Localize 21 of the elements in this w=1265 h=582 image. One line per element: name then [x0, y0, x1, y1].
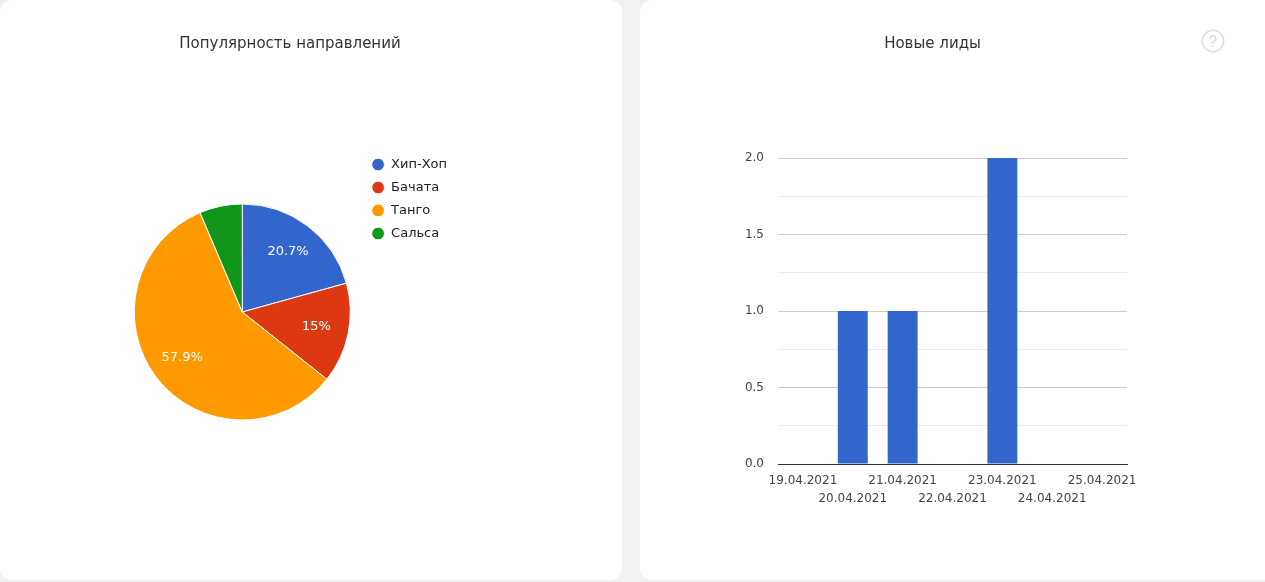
y-tick-label: 1.5: [744, 226, 764, 241]
y-tick-label: 2.0: [744, 150, 764, 165]
legend-label: Сальса: [391, 224, 440, 240]
data-label: 20.7%: [267, 243, 309, 259]
x-tick-label: 19.04.2021: [768, 473, 838, 488]
y-tick-label: 1.0: [744, 303, 764, 318]
x-tick-label: 20.04.2021: [818, 491, 888, 506]
x-tick-label: 24.04.2021: [1017, 491, 1087, 506]
legend-label: Хип-Хоп: [391, 155, 447, 171]
data-label: 15%: [301, 318, 331, 334]
y-tick-label: 0.5: [744, 379, 764, 394]
y-tick-label: 0.0: [744, 456, 764, 471]
x-tick-label: 23.04.2021: [968, 473, 1037, 488]
x-tick-label: 22.04.2021: [918, 491, 987, 506]
x-tick-label: 21.04.2021: [868, 473, 937, 488]
legend-label: Танго: [390, 201, 431, 217]
data-label: 57.9%: [161, 349, 203, 365]
chart-title: Популярность направлений: [179, 33, 401, 52]
x-tick-label: 25.04.2021: [1067, 473, 1137, 488]
legend-label: Бачата: [391, 178, 440, 194]
chart-title: Новые лиды: [884, 33, 981, 52]
